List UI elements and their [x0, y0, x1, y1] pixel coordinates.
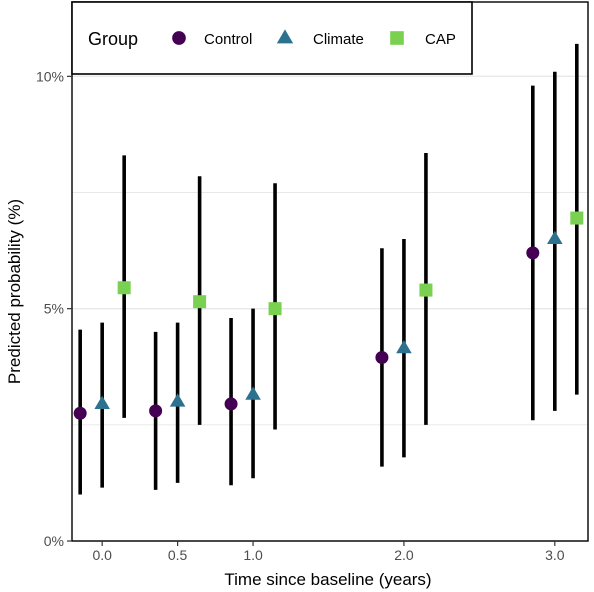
x-axis-ticks: 0.0 0.5 1.0 2.0 3.0 [92, 541, 565, 563]
x-tick-label: 0.0 [92, 547, 112, 563]
legend-key-climate [276, 29, 294, 44]
grid-lines [72, 75, 588, 542]
series-climate [94, 71, 563, 488]
y-axis-ticks: 0% 5% 10% [36, 68, 72, 549]
data-point-climate [396, 339, 412, 354]
data-point-control [224, 397, 238, 411]
panel-border [71, 1, 589, 542]
series-control [73, 85, 540, 495]
y-tick-label: 5% [44, 301, 64, 317]
x-tick-label: 1.0 [243, 547, 263, 563]
x-tick-label: 2.0 [394, 547, 414, 563]
legend-label-cap: CAP [425, 31, 456, 48]
data-marks [73, 43, 584, 495]
data-point-cap [570, 211, 584, 225]
data-point-control [149, 404, 163, 418]
legend-box [71, 1, 473, 75]
data-point-cap [268, 302, 282, 316]
data-point-climate [245, 386, 261, 400]
y-tick-label: 0% [44, 533, 64, 549]
legend-key-control [172, 31, 186, 45]
data-point-climate [94, 395, 110, 410]
legend-key-cap [390, 31, 404, 45]
x-tick-label: 3.0 [545, 547, 565, 563]
x-axis-title: Time since baseline (years) [224, 570, 431, 589]
legend-label-control: Control [204, 31, 252, 48]
legend: Group Control Climate CAP [71, 1, 473, 75]
data-point-climate [547, 230, 563, 245]
data-point-cap [117, 281, 131, 295]
data-point-climate [169, 393, 186, 407]
y-tick-label: 10% [36, 68, 64, 84]
y-axis-title: Predicted probability (%) [5, 199, 24, 384]
data-point-cap [419, 283, 433, 297]
data-point-cap [193, 295, 207, 309]
data-point-control [375, 350, 389, 364]
data-point-control [526, 246, 540, 260]
x-tick-label: 0.5 [168, 547, 188, 563]
legend-label-climate: Climate [313, 31, 364, 48]
legend-title: Group [88, 29, 138, 49]
series-cap [117, 43, 584, 430]
data-point-control [73, 406, 87, 420]
